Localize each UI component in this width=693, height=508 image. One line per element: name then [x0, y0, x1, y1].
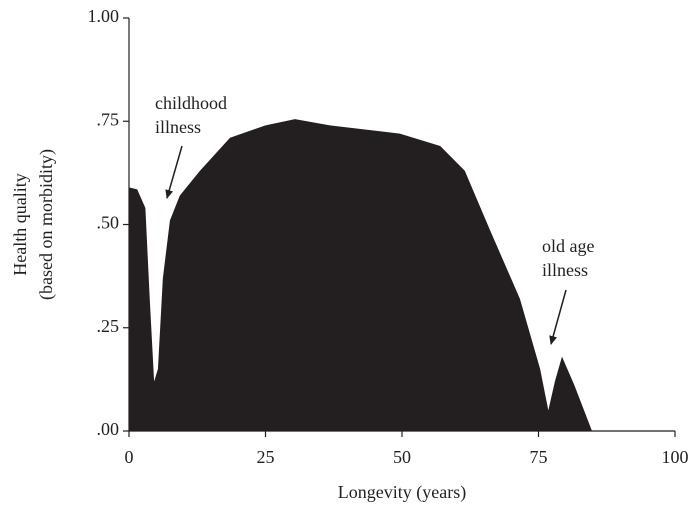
y-axis-label: (based on morbidity): [36, 149, 57, 300]
x-axis-label: Longevity (years): [338, 482, 466, 503]
x-tick-label: 75: [530, 447, 548, 467]
y-tick-label: .50: [97, 213, 120, 233]
annotation: old age: [542, 236, 594, 256]
y-tick-label: .00: [97, 419, 120, 439]
x-tick-label: 100: [662, 447, 689, 467]
y-tick-label: .75: [97, 109, 120, 129]
x-tick-label: 50: [393, 447, 411, 467]
annotation-arrow: [549, 289, 567, 345]
annotation-arrow: [165, 145, 183, 199]
x-tick-label: 25: [257, 447, 275, 467]
y-axis-label: Health quality: [10, 173, 30, 275]
annotation: illness: [155, 117, 201, 137]
x-tick-label: 0: [125, 447, 134, 467]
y-tick-label: 1.00: [88, 6, 120, 26]
area: [129, 119, 593, 431]
annotation: childhood: [155, 93, 227, 113]
y-tick-label: .25: [97, 316, 120, 336]
annotation: illness: [542, 260, 588, 280]
